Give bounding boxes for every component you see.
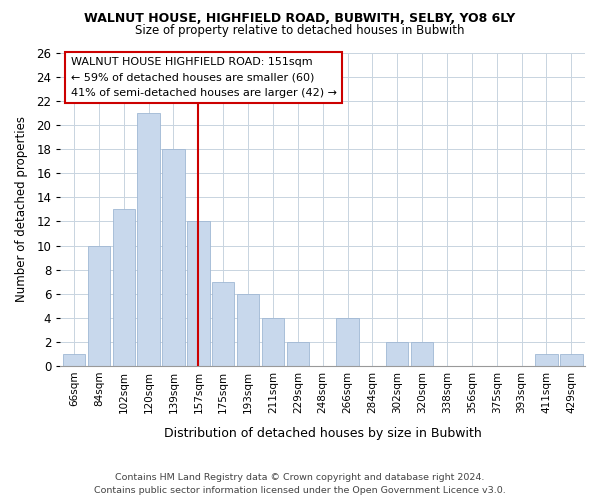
Bar <box>137 113 160 366</box>
Text: Contains HM Land Registry data © Crown copyright and database right 2024.
Contai: Contains HM Land Registry data © Crown c… <box>94 474 506 495</box>
Text: WALNUT HOUSE, HIGHFIELD ROAD, BUBWITH, SELBY, YO8 6LY: WALNUT HOUSE, HIGHFIELD ROAD, BUBWITH, S… <box>85 12 515 26</box>
Bar <box>337 318 359 366</box>
Bar <box>237 294 259 366</box>
Bar <box>560 354 583 366</box>
Bar <box>187 222 209 366</box>
Text: Size of property relative to detached houses in Bubwith: Size of property relative to detached ho… <box>135 24 465 37</box>
Bar <box>63 354 85 366</box>
Bar <box>535 354 557 366</box>
X-axis label: Distribution of detached houses by size in Bubwith: Distribution of detached houses by size … <box>164 427 482 440</box>
Bar <box>212 282 235 366</box>
Bar <box>411 342 433 366</box>
Bar <box>386 342 409 366</box>
Bar <box>262 318 284 366</box>
Bar <box>163 149 185 366</box>
Y-axis label: Number of detached properties: Number of detached properties <box>15 116 28 302</box>
Text: WALNUT HOUSE HIGHFIELD ROAD: 151sqm
← 59% of detached houses are smaller (60)
41: WALNUT HOUSE HIGHFIELD ROAD: 151sqm ← 59… <box>71 57 337 98</box>
Bar <box>287 342 309 366</box>
Bar <box>88 246 110 366</box>
Bar <box>113 210 135 366</box>
